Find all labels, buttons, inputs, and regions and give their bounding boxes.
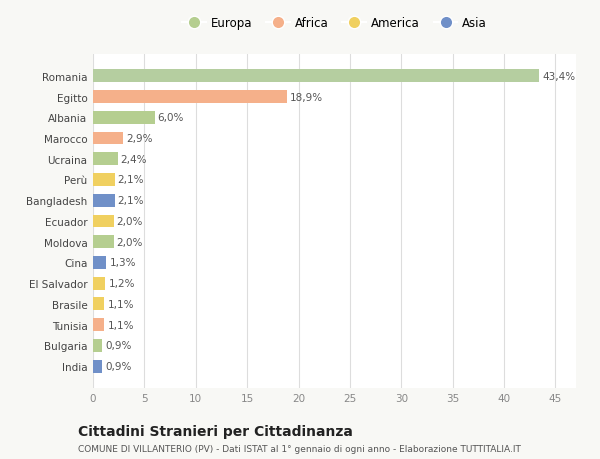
Legend: Europa, Africa, America, Asia: Europa, Africa, America, Asia (180, 14, 489, 32)
Bar (93, 91, 287, 104)
Text: 1,1%: 1,1% (107, 320, 134, 330)
Bar (93, 132, 123, 145)
Bar (93, 319, 104, 331)
Bar (93, 298, 104, 311)
Bar (93, 194, 115, 207)
Text: 6,0%: 6,0% (158, 113, 184, 123)
Text: 2,0%: 2,0% (116, 217, 143, 226)
Text: 2,4%: 2,4% (121, 154, 147, 164)
Bar (93, 257, 106, 269)
Text: 1,1%: 1,1% (107, 299, 134, 309)
Bar (93, 215, 113, 228)
Text: 2,9%: 2,9% (126, 134, 152, 144)
Text: COMUNE DI VILLANTERIO (PV) - Dati ISTAT al 1° gennaio di ogni anno - Elaborazion: COMUNE DI VILLANTERIO (PV) - Dati ISTAT … (78, 444, 521, 453)
Bar (93, 70, 539, 83)
Text: 0,9%: 0,9% (106, 341, 132, 351)
Bar (93, 277, 106, 290)
Text: 1,3%: 1,3% (109, 258, 136, 268)
Text: 18,9%: 18,9% (290, 92, 323, 102)
Bar (93, 236, 113, 249)
Text: 1,2%: 1,2% (109, 279, 135, 289)
Bar (93, 112, 155, 124)
Text: 43,4%: 43,4% (542, 72, 575, 82)
Bar (93, 360, 102, 373)
Text: 2,1%: 2,1% (118, 196, 144, 206)
Bar (93, 174, 115, 186)
Bar (93, 153, 118, 166)
Text: 0,9%: 0,9% (106, 361, 132, 371)
Text: 2,1%: 2,1% (118, 175, 144, 185)
Bar (93, 339, 102, 352)
Text: Cittadini Stranieri per Cittadinanza: Cittadini Stranieri per Cittadinanza (78, 425, 353, 438)
Text: 2,0%: 2,0% (116, 237, 143, 247)
